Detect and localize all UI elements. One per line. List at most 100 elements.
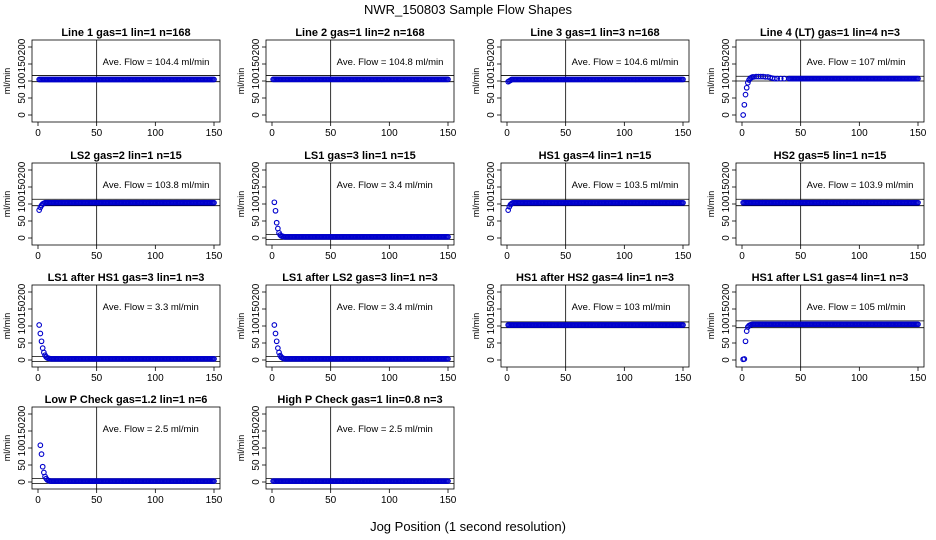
y-tick-label: 100 [486,72,497,89]
y-tick-label: 100 [721,72,732,89]
x-tick-label: 100 [147,128,164,139]
data-points [740,199,921,206]
panel-title: High P Check gas=1 lin=0.8 n=3 [277,394,442,406]
y-tick-label: 150 [17,55,28,72]
data-points [271,199,451,240]
x-tick-label: 50 [560,128,572,139]
x-tick-label: 100 [616,128,633,139]
x-tick-label: 150 [675,251,692,262]
data-points [36,199,217,213]
y-tick-label: 200 [17,405,28,422]
ave-flow-annotation: Ave. Flow = 104.6 ml/min [572,57,679,68]
y-tick-label: 0 [17,357,28,363]
plot-frame [31,284,221,368]
y-axis-label: ml/min [706,68,716,95]
data-points [271,322,451,362]
panel-title: Line 2 gas=1 lin=2 n=168 [295,27,424,39]
y-tick-label: 100 [17,317,28,334]
panel-title: LS2 gas=2 lin=1 n=15 [70,150,182,162]
data-points [505,322,686,328]
y-tick-label: 0 [251,112,262,118]
data-points [740,321,921,363]
y-tick-label: 0 [17,479,28,485]
x-axis-title: Jog Position (1 second resolution) [370,519,566,534]
x-tick-label: 0 [269,251,275,262]
x-tick-label: 100 [616,373,633,384]
panel-title: Line 1 gas=1 lin=1 n=168 [61,27,190,39]
y-tick-label: 150 [251,178,262,195]
panel-8: HS2 gas=5 lin=1 n=150 50 100 15005010015020… [706,150,927,262]
x-tick-label: 100 [381,128,398,139]
y-tick-label: 0 [721,112,732,118]
y-axis-label: ml/min [706,191,716,218]
y-tick-label: 0 [721,357,732,363]
y-tick-label: 50 [251,459,262,471]
y-tick-label: 150 [486,55,497,72]
x-tick-label: 0 [35,251,41,262]
panel-title: HS1 gas=4 lin=1 n=15 [539,150,652,162]
y-tick-label: 150 [251,422,262,439]
data-point [38,451,45,457]
panel-7: HS1 gas=4 lin=1 n=150 50 100 15005010015020… [471,150,692,262]
y-tick-label: 50 [17,92,28,104]
x-tick-label: 50 [91,251,103,262]
x-tick-label: 100 [381,495,398,506]
data-points [36,322,217,362]
x-tick-label: 0 [739,373,745,384]
x-tick-label: 150 [206,128,223,139]
y-tick-label: 0 [251,357,262,363]
x-tick-label: 150 [910,251,927,262]
x-tick-label: 150 [440,128,457,139]
x-tick-label: 0 [269,373,275,384]
data-point [741,101,748,108]
y-tick-label: 200 [251,38,262,55]
y-tick-label: 50 [251,92,262,104]
data-point [680,76,686,83]
panel-14: High P Check gas=1 lin=0.8 n=30 50 100 1500… [236,394,457,506]
y-axis-label: ml/min [706,313,716,340]
y-tick-label: 0 [486,112,497,118]
y-tick-label: 50 [251,337,262,349]
ave-flow-annotation: Ave. Flow = 103 ml/min [572,302,671,313]
main-title: NWR_150803 Sample Flow Shapes [364,2,573,17]
plot-frame [265,284,455,368]
x-tick-label: 0 [35,495,41,506]
panel-4: Line 4 (LT) gas=1 lin=4 n=30 50 100 1500501… [706,27,927,139]
x-tick-label: 50 [560,373,572,384]
data-point [741,356,748,362]
y-tick-label: 150 [251,55,262,72]
data-point [445,76,451,83]
x-tick-label: 100 [147,373,164,384]
y-axis-label: ml/min [236,191,246,218]
data-point [37,442,44,449]
y-tick-label: 150 [486,300,497,317]
y-tick-label: 200 [17,283,28,300]
x-tick-label: 50 [560,251,572,262]
ave-flow-annotation: Ave. Flow = 103.8 ml/min [103,180,210,191]
x-tick-label: 150 [675,373,692,384]
x-tick-label: 150 [440,373,457,384]
y-tick-label: 200 [721,161,732,178]
y-tick-label: 0 [17,112,28,118]
y-axis-label: ml/min [2,191,12,218]
y-tick-label: 200 [486,38,497,55]
ave-flow-annotation: Ave. Flow = 2.5 ml/min [103,424,199,435]
x-tick-label: 100 [381,251,398,262]
y-tick-label: 200 [17,38,28,55]
data-points [270,478,451,485]
data-point [915,199,921,206]
x-tick-label: 100 [147,251,164,262]
data-point [36,207,43,213]
x-tick-label: 150 [675,128,692,139]
data-point [211,76,217,83]
y-tick-label: 200 [17,161,28,178]
x-tick-label: 150 [440,495,457,506]
y-tick-label: 100 [17,195,28,212]
data-point [39,463,46,470]
y-tick-label: 200 [251,405,262,422]
y-tick-label: 0 [486,357,497,363]
x-tick-label: 150 [206,495,223,506]
